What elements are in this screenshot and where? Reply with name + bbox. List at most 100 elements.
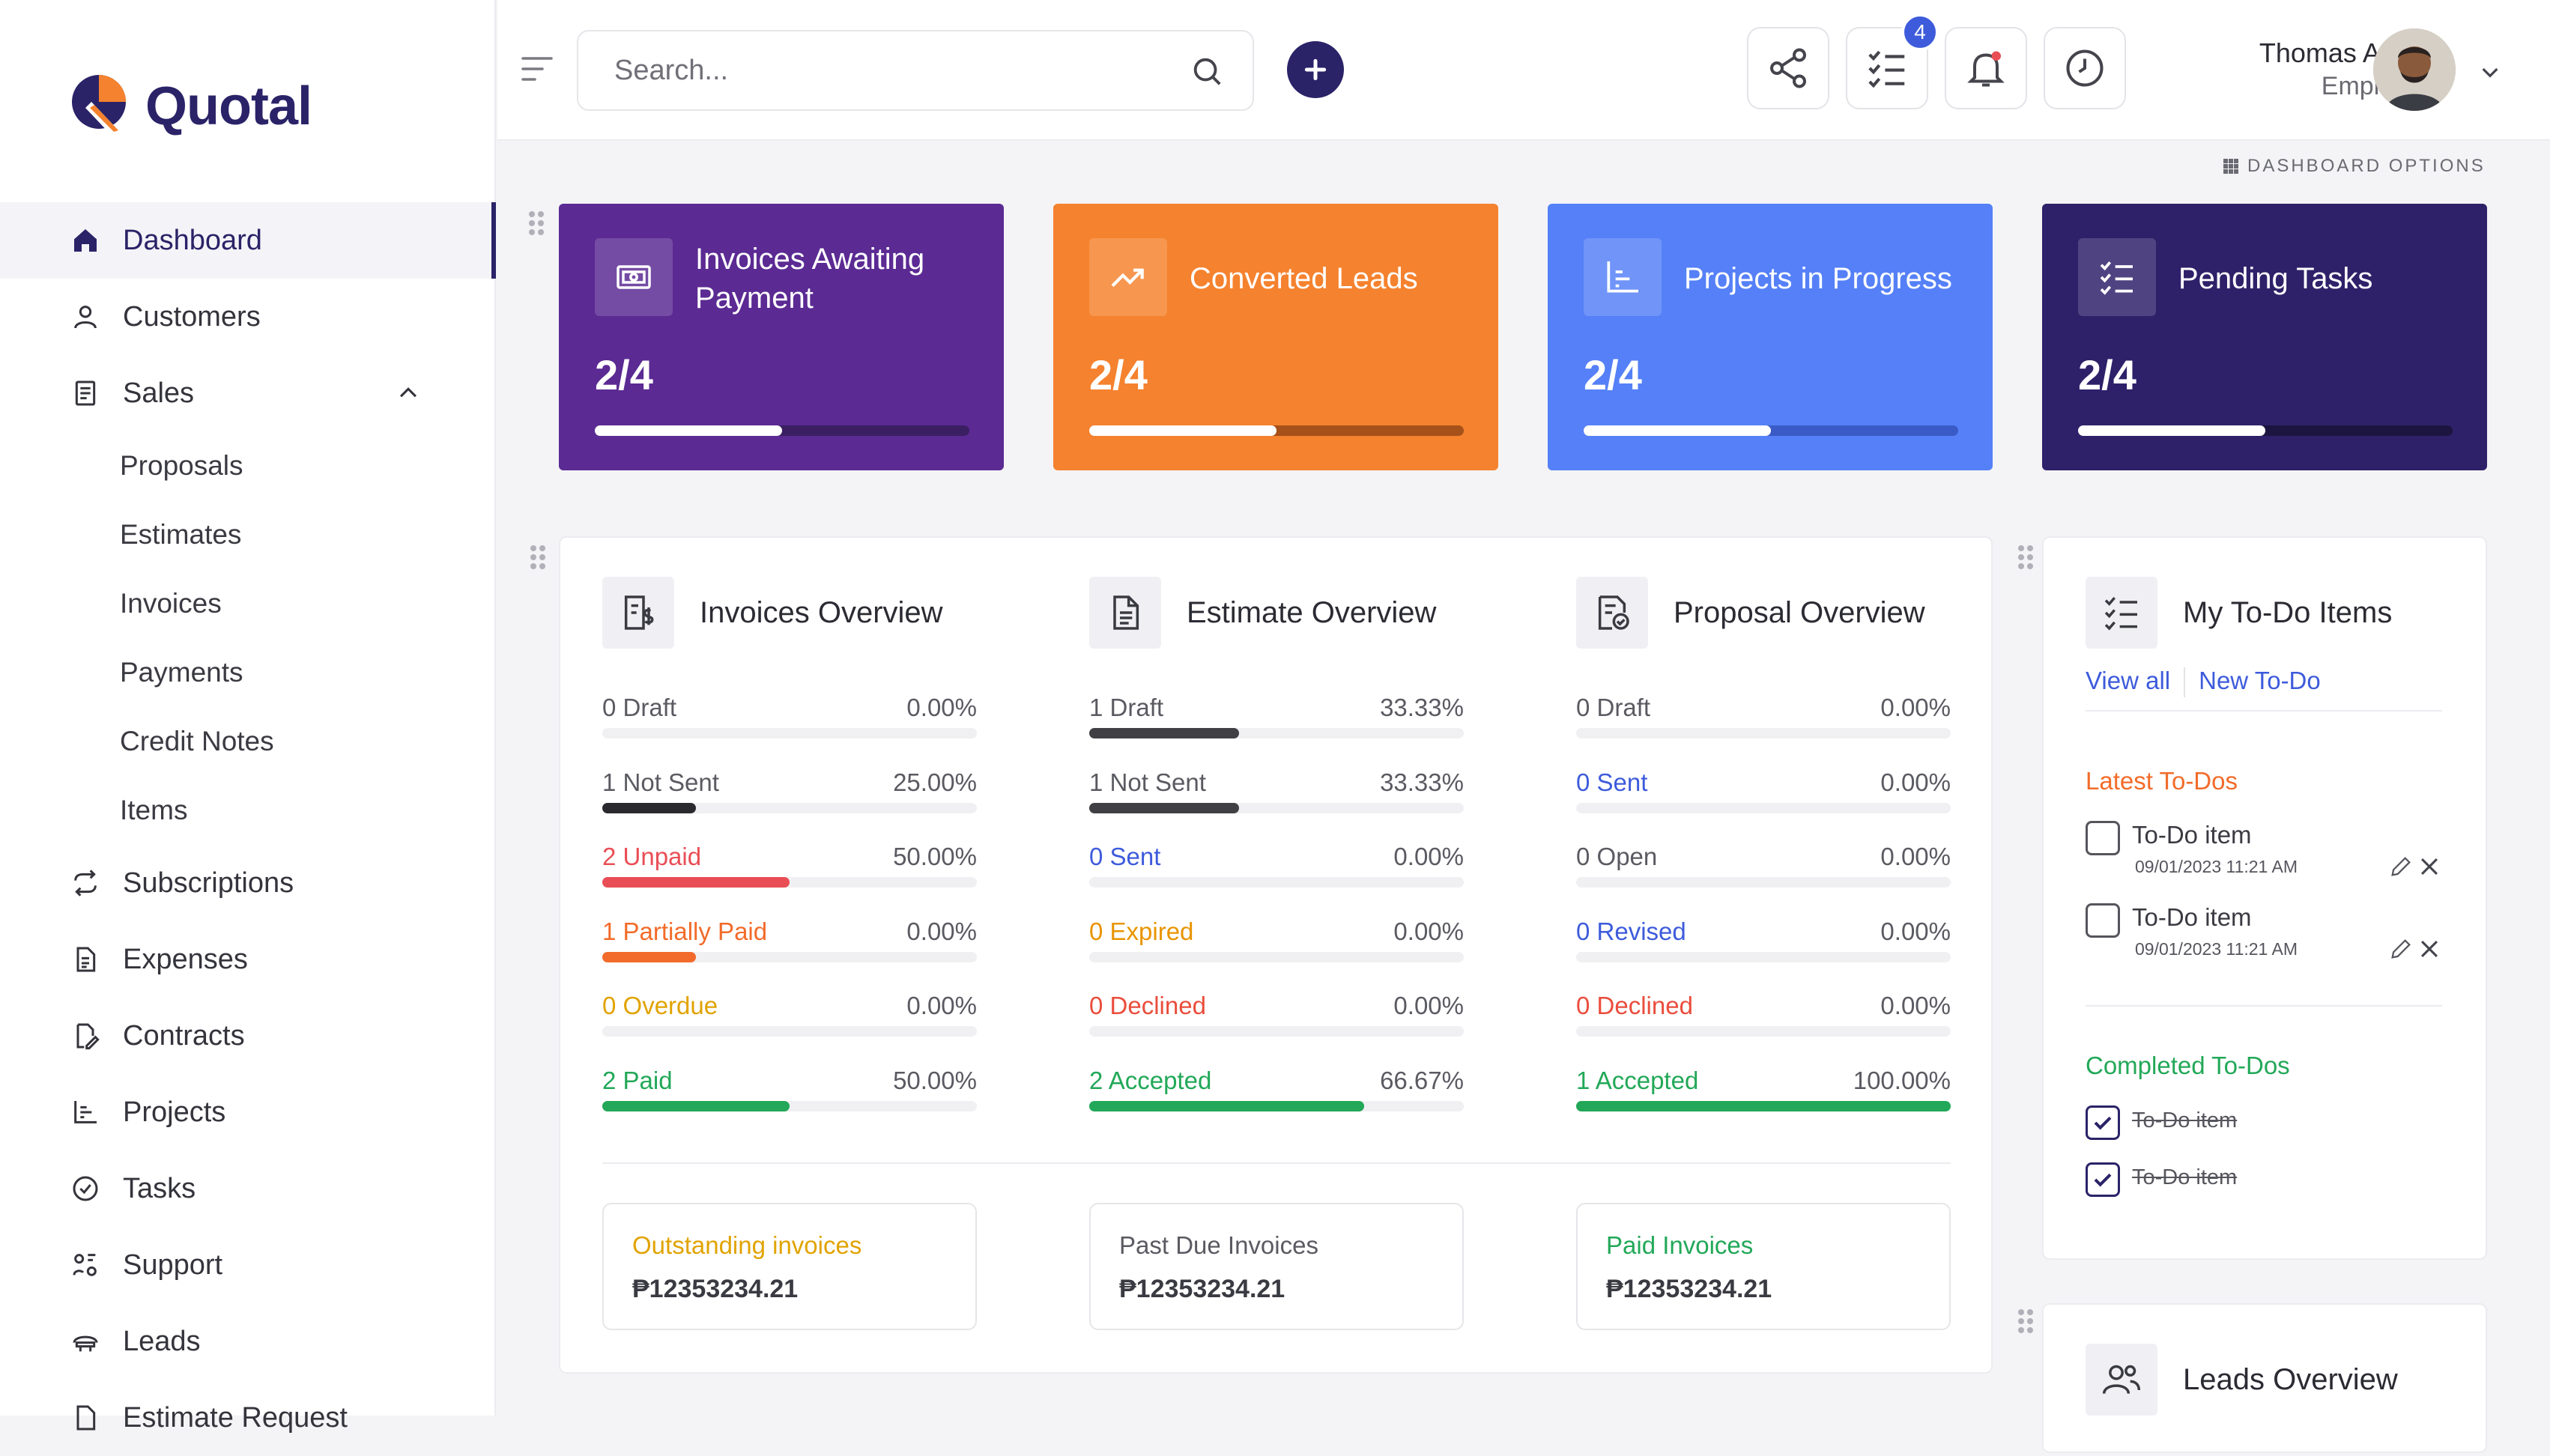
users-icon: [2086, 1344, 2157, 1416]
row-label[interactable]: 0 Open: [1576, 843, 1658, 870]
todo-text: To-Do item: [2132, 821, 2252, 849]
row-label[interactable]: 1 Not Sent: [602, 768, 719, 796]
stat-card-pending-tasks[interactable]: Pending Tasks 2/4: [2042, 204, 2487, 470]
row-label[interactable]: 0 Draft: [1576, 694, 1651, 721]
drag-handle-icon[interactable]: [2017, 1308, 2035, 1335]
row-percent: 0.00%: [1880, 843, 1951, 870]
brand-logo[interactable]: Quotal: [69, 72, 312, 141]
completed-todos-label: Completed To-Dos: [2086, 1052, 2290, 1079]
history-button[interactable]: [2044, 27, 2126, 109]
sidebar-subitem-invoices[interactable]: Invoices: [120, 588, 222, 619]
list-item: To-Do item 09/01/2023 11:21 AM: [2086, 821, 2442, 888]
row-label[interactable]: 0 Draft: [602, 694, 677, 721]
drag-handle-icon[interactable]: [2017, 544, 2035, 571]
stat-title: Projects in Progress: [1684, 262, 1952, 295]
sidebar-item-estimate-request[interactable]: Estimate Request: [0, 1380, 496, 1456]
summary-value: ₱12353234.21: [1606, 1275, 1772, 1303]
row-label[interactable]: 0 Sent: [1089, 843, 1161, 870]
drag-handle-icon[interactable]: [529, 544, 547, 571]
sidebar-subitem-estimates[interactable]: Estimates: [120, 519, 242, 550]
avatar[interactable]: [2373, 28, 2456, 111]
sidebar-subitem-payments[interactable]: Payments: [120, 657, 243, 688]
sidebar-item-sales[interactable]: Sales: [0, 355, 496, 431]
overview-row: 2 Unpaid 50.00%: [602, 843, 977, 888]
todo-checkbox[interactable]: [2086, 821, 2120, 855]
row-progress: [1576, 877, 1951, 888]
todo-checkbox[interactable]: [2086, 903, 2120, 938]
stat-card-converted-leads[interactable]: Converted Leads 2/4: [1053, 204, 1498, 470]
row-percent: 0.00%: [1880, 992, 1951, 1019]
row-label[interactable]: 0 Declined: [1089, 992, 1206, 1019]
row-percent: 0.00%: [1880, 694, 1951, 721]
dashboard-options-button[interactable]: DASHBOARD OPTIONS: [2222, 156, 2486, 177]
sidebar-subitem-proposals[interactable]: Proposals: [120, 450, 243, 481]
notification-badge: 4: [1901, 13, 1939, 51]
notifications-button[interactable]: [1945, 27, 2027, 109]
todo-checkbox[interactable]: [2086, 1162, 2120, 1197]
overview-panel: Invoices Overview Estimate Overview Prop…: [559, 536, 1993, 1374]
row-label[interactable]: 1 Partially Paid: [602, 917, 768, 945]
row-label[interactable]: 1 Accepted: [1576, 1066, 1699, 1094]
sidebar-item-support[interactable]: Support: [0, 1227, 496, 1303]
summary-title: Outstanding invoices: [632, 1231, 862, 1259]
share-button[interactable]: [1747, 27, 1829, 109]
stat-card-invoices-awaiting[interactable]: Invoices Awaiting Payment 2/4: [559, 204, 1004, 470]
row-label[interactable]: 0 Overdue: [602, 992, 718, 1019]
row-percent: 0.00%: [906, 917, 977, 945]
row-label[interactable]: 2 Paid: [602, 1066, 673, 1094]
edit-icon[interactable]: [2388, 854, 2414, 879]
row-label[interactable]: 0 Revised: [1576, 917, 1686, 945]
menu-toggle-icon[interactable]: [520, 54, 554, 88]
search-icon[interactable]: [1190, 54, 1224, 96]
search-input[interactable]: [613, 53, 1137, 88]
summary-outstanding-invoices[interactable]: Outstanding invoices ₱12353234.21: [602, 1203, 977, 1330]
sidebar-item-label: Sales: [123, 377, 195, 409]
row-label[interactable]: 2 Unpaid: [602, 843, 702, 870]
row-label[interactable]: 0 Declined: [1576, 992, 1693, 1019]
row-label[interactable]: 1 Draft: [1089, 694, 1164, 721]
overview-row: 1 Not Sent 25.00%: [602, 768, 977, 813]
invoice-dollar-icon: [602, 577, 674, 649]
edit-icon[interactable]: [2388, 936, 2414, 962]
checklist-icon: [2078, 238, 2156, 316]
sidebar-item-projects[interactable]: Projects: [0, 1074, 496, 1150]
chevron-up-icon[interactable]: [396, 380, 421, 413]
receipt-icon: [69, 377, 102, 410]
sidebar-item-label: Tasks: [123, 1172, 196, 1204]
new-todo-link[interactable]: New To-Do: [2199, 667, 2321, 694]
row-label[interactable]: 2 Accepted: [1089, 1066, 1212, 1094]
todo-checkbox[interactable]: [2086, 1105, 2120, 1140]
todo-list-button[interactable]: 4: [1846, 13, 1939, 109]
sidebar-subitem-items[interactable]: Items: [120, 795, 188, 825]
overview-row: 0 Sent 0.00%: [1576, 768, 1951, 813]
sidebar-item-contracts[interactable]: Contracts: [0, 998, 496, 1074]
sidebar-item-dashboard[interactable]: Dashboard: [0, 202, 496, 279]
sidebar-item-subscriptions[interactable]: Subscriptions: [0, 845, 496, 921]
sidebar-item-expenses[interactable]: Expenses: [0, 921, 496, 998]
close-icon[interactable]: [2417, 854, 2442, 879]
view-all-link[interactable]: View all: [2086, 667, 2171, 694]
chevron-down-icon[interactable]: [2478, 60, 2502, 88]
add-button[interactable]: [1287, 41, 1344, 98]
close-icon[interactable]: [2417, 936, 2442, 962]
row-label[interactable]: 1 Not Sent: [1089, 768, 1206, 796]
sidebar-nav: Dashboard Customers Sales Proposals Esti…: [0, 202, 496, 1456]
summary-paid-invoices[interactable]: Paid Invoices ₱12353234.21: [1576, 1203, 1951, 1330]
grid-icon: [2223, 159, 2238, 174]
summary-past-due-invoices[interactable]: Past Due Invoices ₱12353234.21: [1089, 1203, 1464, 1330]
sidebar-item-customers[interactable]: Customers: [0, 279, 496, 355]
sidebar-item-leads[interactable]: Leads: [0, 1303, 496, 1380]
sidebar-item-tasks[interactable]: Tasks: [0, 1150, 496, 1227]
sidebar-item-label: Dashboard: [123, 224, 262, 256]
stat-progress-fill: [595, 425, 782, 436]
row-label[interactable]: 0 Sent: [1576, 768, 1648, 796]
drag-handle-icon[interactable]: [527, 210, 545, 237]
sidebar-item-label: Projects: [123, 1096, 226, 1128]
overview-row: 0 Sent 0.00%: [1089, 843, 1464, 888]
search-box[interactable]: [577, 30, 1254, 111]
row-label[interactable]: 0 Expired: [1089, 917, 1194, 945]
sidebar-subitem-credit-notes[interactable]: Credit Notes: [120, 726, 274, 756]
todo-date: 09/01/2023 11:21 AM: [2135, 939, 2298, 959]
stat-card-projects-in-progress[interactable]: Projects in Progress 2/4: [1548, 204, 1993, 470]
leads-overview-panel: Leads Overview: [2042, 1303, 2487, 1453]
